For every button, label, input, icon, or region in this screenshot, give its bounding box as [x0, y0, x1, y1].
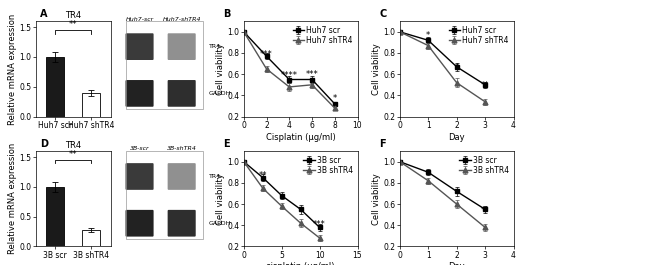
X-axis label: Day: Day — [448, 262, 465, 265]
X-axis label: cisplatin (μg/ml): cisplatin (μg/ml) — [266, 262, 335, 265]
Text: Huh7-shTR4: Huh7-shTR4 — [162, 17, 201, 21]
Text: GAPDH: GAPDH — [209, 91, 231, 96]
Bar — [82, 93, 100, 117]
FancyBboxPatch shape — [168, 163, 196, 190]
Bar — [46, 187, 64, 246]
FancyBboxPatch shape — [168, 80, 196, 107]
Text: **: ** — [481, 206, 489, 215]
Text: D: D — [40, 139, 48, 149]
FancyBboxPatch shape — [125, 80, 153, 107]
Text: **: ** — [69, 150, 77, 159]
Y-axis label: Cell viability: Cell viability — [372, 173, 381, 225]
Bar — [82, 230, 100, 246]
Y-axis label: Relative mRNA expression: Relative mRNA expression — [8, 143, 17, 254]
Text: TR4: TR4 — [209, 174, 221, 179]
Text: C: C — [380, 9, 387, 19]
Text: **: ** — [259, 171, 267, 180]
Text: *: * — [333, 94, 337, 103]
FancyBboxPatch shape — [125, 210, 153, 237]
Y-axis label: Cell viability: Cell viability — [216, 43, 225, 95]
Text: A: A — [40, 9, 48, 19]
FancyBboxPatch shape — [125, 33, 153, 60]
Y-axis label: Cell viability: Cell viability — [216, 173, 225, 225]
Legend: 3B scr, 3B shTR4: 3B scr, 3B shTR4 — [302, 155, 354, 175]
Bar — [125, 21, 203, 109]
Legend: Huh7 scr, Huh7 shTR4: Huh7 scr, Huh7 shTR4 — [448, 25, 510, 46]
Bar — [46, 57, 64, 117]
Text: B: B — [224, 9, 231, 19]
FancyBboxPatch shape — [125, 163, 153, 190]
Text: *: * — [454, 63, 459, 72]
Text: Huh7-scr: Huh7-scr — [125, 17, 153, 21]
Text: **: ** — [69, 20, 77, 29]
Legend: Huh7 scr, Huh7 shTR4: Huh7 scr, Huh7 shTR4 — [292, 25, 354, 46]
X-axis label: Cisplatin (μg/ml): Cisplatin (μg/ml) — [266, 132, 335, 142]
Text: F: F — [380, 139, 386, 149]
X-axis label: Day: Day — [448, 132, 465, 142]
Text: GAPDH: GAPDH — [209, 221, 231, 226]
Bar — [125, 151, 203, 239]
Text: TR4: TR4 — [209, 44, 221, 49]
FancyBboxPatch shape — [168, 33, 196, 60]
Text: E: E — [224, 139, 230, 149]
Title: TR4: TR4 — [65, 11, 81, 20]
Y-axis label: Cell viability: Cell viability — [372, 43, 381, 95]
Text: **: ** — [481, 81, 489, 90]
Text: ***: *** — [306, 70, 318, 79]
Y-axis label: Relative mRNA expression: Relative mRNA expression — [8, 13, 17, 125]
Title: TR4: TR4 — [65, 141, 81, 150]
Text: 3B-shTR4: 3B-shTR4 — [167, 147, 196, 151]
Legend: 3B scr, 3B shTR4: 3B scr, 3B shTR4 — [458, 155, 510, 175]
FancyBboxPatch shape — [168, 210, 196, 237]
Text: 3B-scr: 3B-scr — [130, 147, 150, 151]
Text: ***: *** — [313, 220, 326, 229]
Text: ****: **** — [281, 71, 298, 80]
Text: *: * — [426, 31, 430, 40]
Text: ***: *** — [260, 50, 273, 59]
